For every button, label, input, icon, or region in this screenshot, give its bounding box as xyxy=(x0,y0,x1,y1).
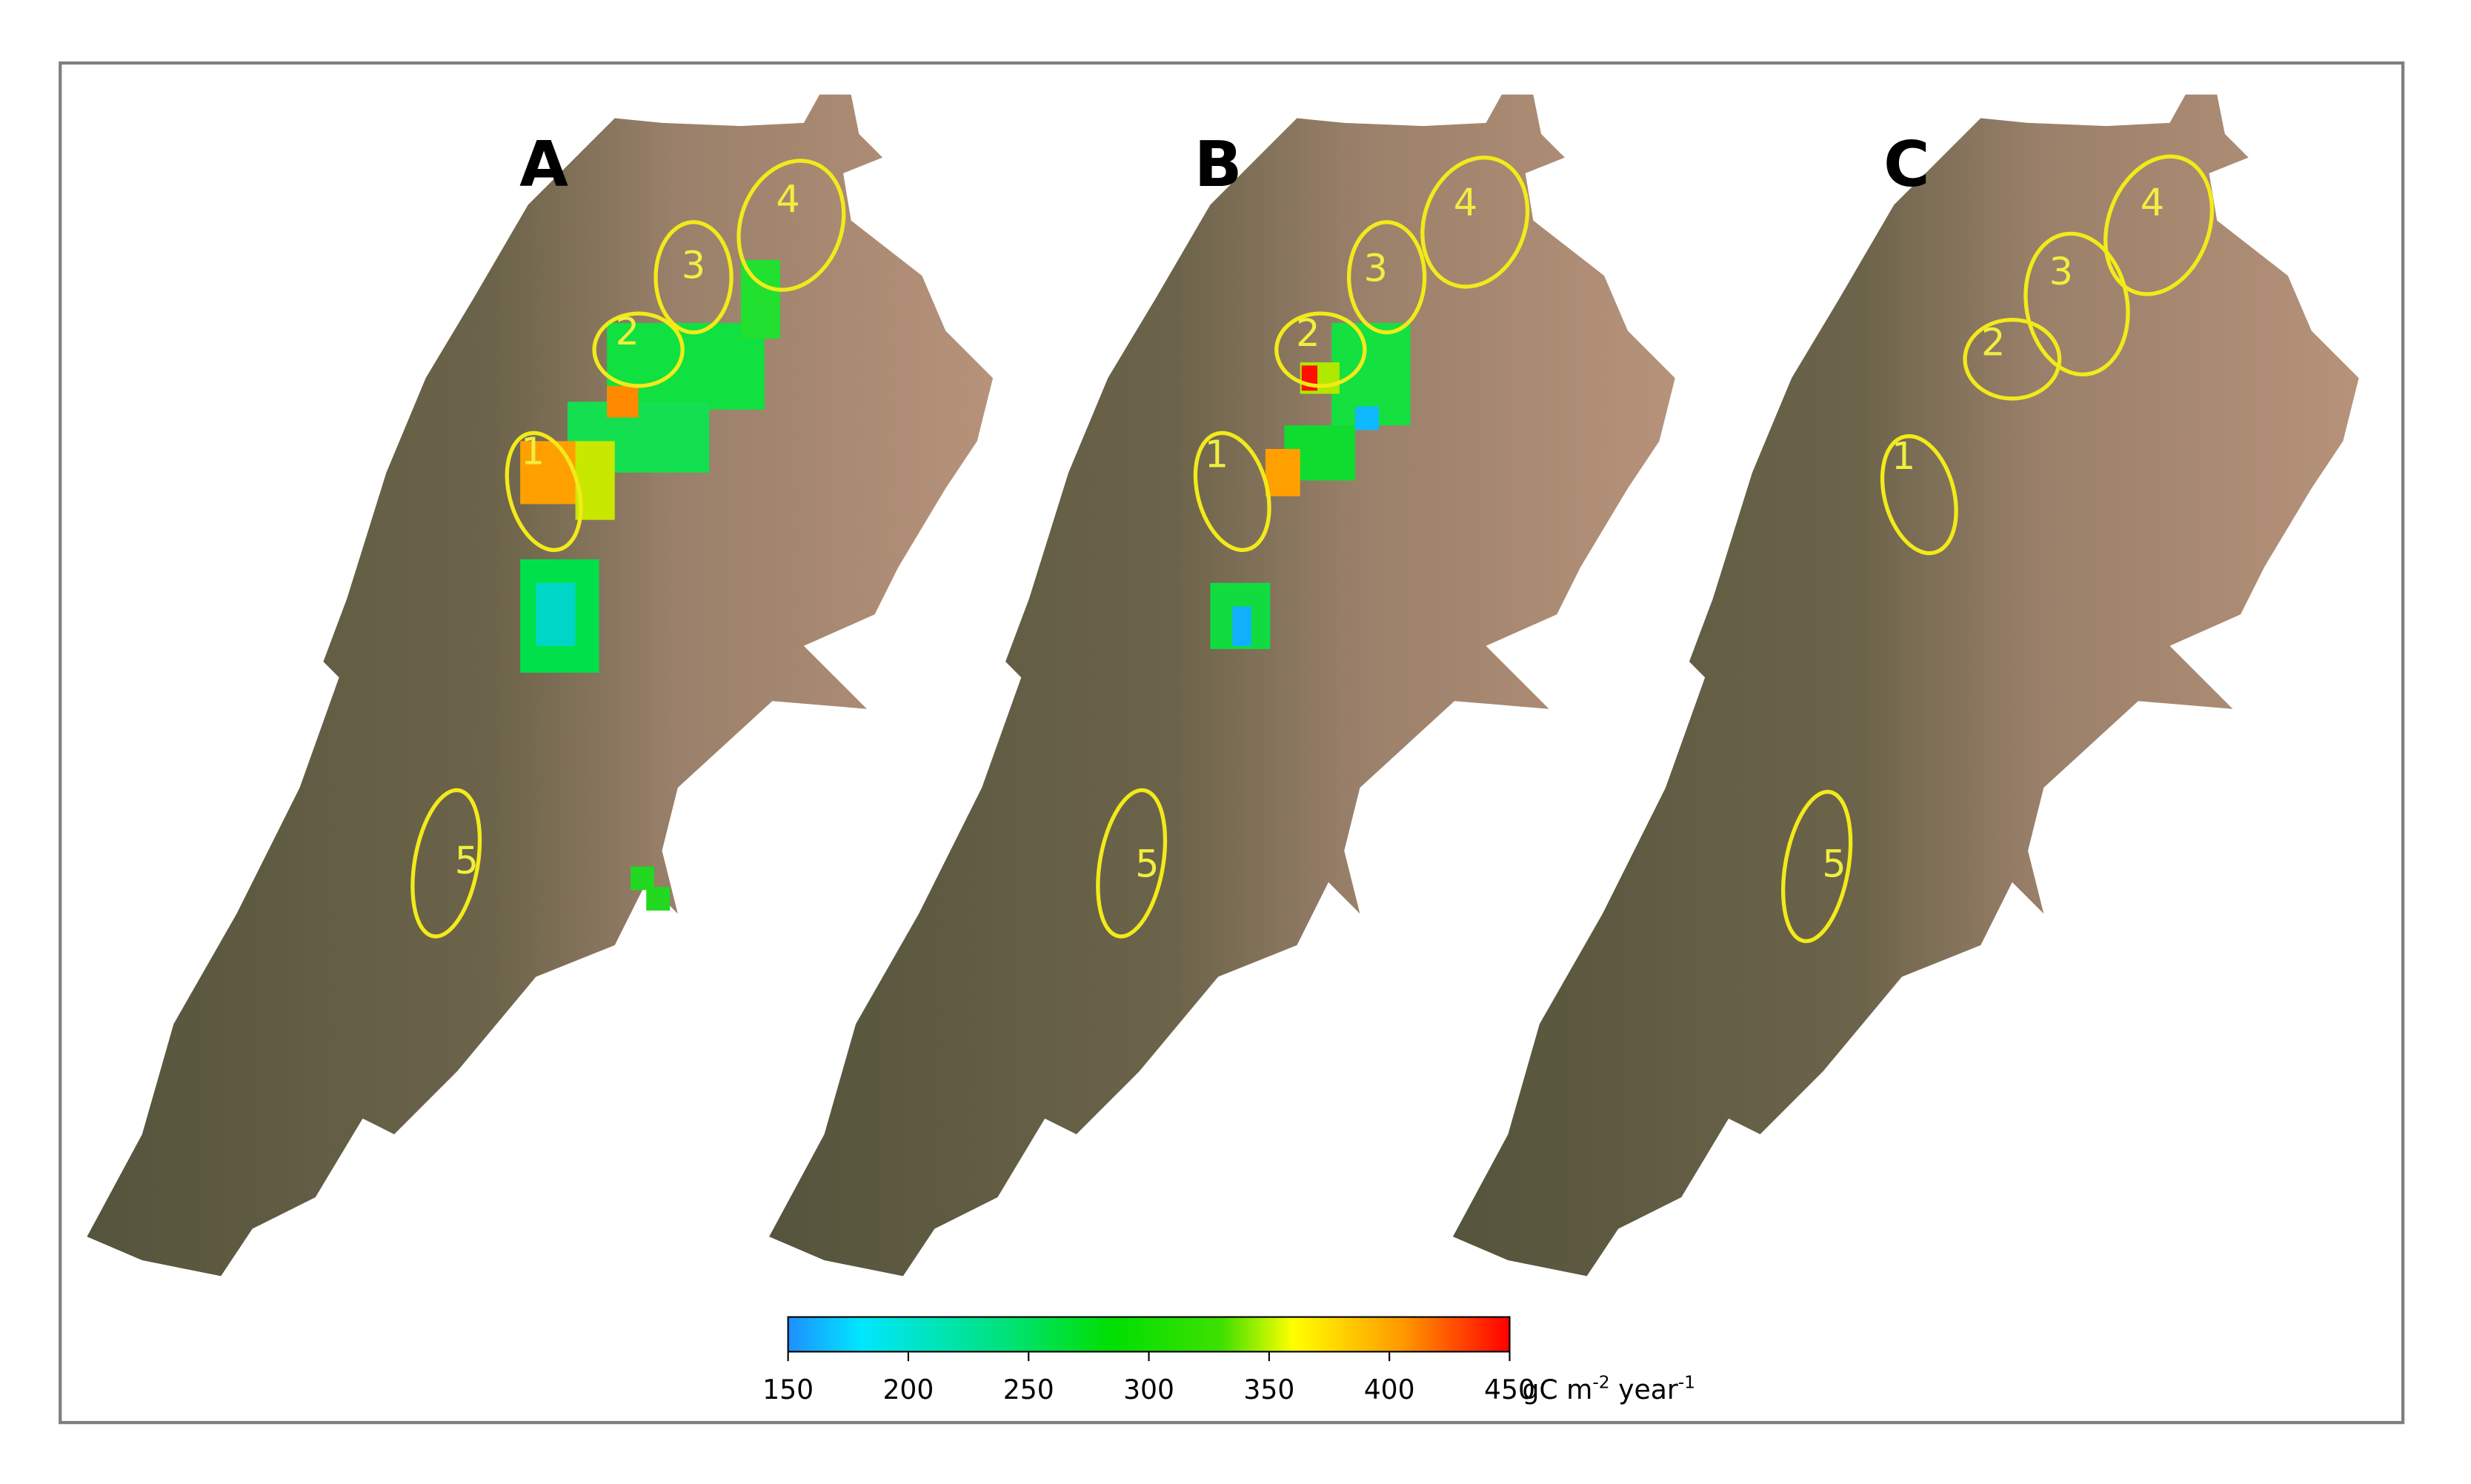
panel-b: B 1 2 3 4 5 xyxy=(769,94,1675,1277)
region-label: 3 xyxy=(2049,250,2072,294)
tick-label: 250 xyxy=(1003,1374,1054,1405)
tick-label: 150 xyxy=(762,1374,814,1405)
region-ellipse xyxy=(1420,156,1530,289)
region-label: 1 xyxy=(1892,435,1915,479)
unit-text: year xyxy=(1610,1374,1678,1405)
region-label: 3 xyxy=(682,244,705,287)
region-label: 2 xyxy=(1296,312,1320,356)
region-label: 4 xyxy=(776,178,799,222)
region-ellipse xyxy=(592,311,685,388)
region-label: 5 xyxy=(1135,842,1159,886)
region-ellipse xyxy=(2023,231,2130,377)
colorbar-scale xyxy=(787,1316,1511,1353)
region-ellipse xyxy=(2103,154,2215,296)
region-ellipse xyxy=(1346,220,1427,335)
pixels xyxy=(1210,322,1411,650)
region-ellipse xyxy=(736,159,846,292)
region-label: 4 xyxy=(2141,181,2164,224)
panel-a: A 1 2 3 4 5 xyxy=(87,94,994,1277)
pixels xyxy=(520,259,780,911)
region-label: 5 xyxy=(1822,842,1846,886)
tick-label: 450 xyxy=(1484,1374,1535,1405)
unit-exponent: -2 xyxy=(1592,1371,1609,1392)
region-ellipse xyxy=(505,430,583,553)
region-label: 5 xyxy=(455,839,479,883)
region-label: 4 xyxy=(1454,181,1477,224)
region-ellipse xyxy=(1096,788,1168,939)
region-ellipse xyxy=(410,788,482,939)
tick-label: 350 xyxy=(1243,1374,1294,1405)
region-ellipse xyxy=(1880,434,1958,556)
tick-label: 400 xyxy=(1364,1374,1415,1405)
unit-exponent: -1 xyxy=(1678,1371,1695,1392)
panel-label: A xyxy=(519,128,568,202)
region-ellipse xyxy=(1274,311,1367,388)
panel-c: C 1 2 3 4 5 xyxy=(1452,94,2359,1277)
colorbar: gC m-2 year-1 150 200 250 300 350 400 450 xyxy=(762,1316,1695,1405)
region-label: 2 xyxy=(1981,322,2005,365)
region-label: 2 xyxy=(616,310,639,354)
region-ellipse xyxy=(653,220,734,335)
region-ellipse xyxy=(1963,317,2062,401)
region-label: 1 xyxy=(1205,433,1228,477)
region-label: 3 xyxy=(1364,247,1388,291)
panel-label: B xyxy=(1194,128,1243,202)
tick-label: 200 xyxy=(882,1374,934,1405)
colorbar-unit: gC m-2 year-1 xyxy=(1522,1371,1695,1405)
panel-label: C xyxy=(1883,128,1929,202)
tick-label: 300 xyxy=(1123,1374,1174,1405)
region-ellipse xyxy=(1193,430,1271,553)
unit-text: gC m xyxy=(1522,1374,1592,1405)
region-label: 1 xyxy=(521,430,545,473)
region-ellipse xyxy=(1780,790,1853,943)
